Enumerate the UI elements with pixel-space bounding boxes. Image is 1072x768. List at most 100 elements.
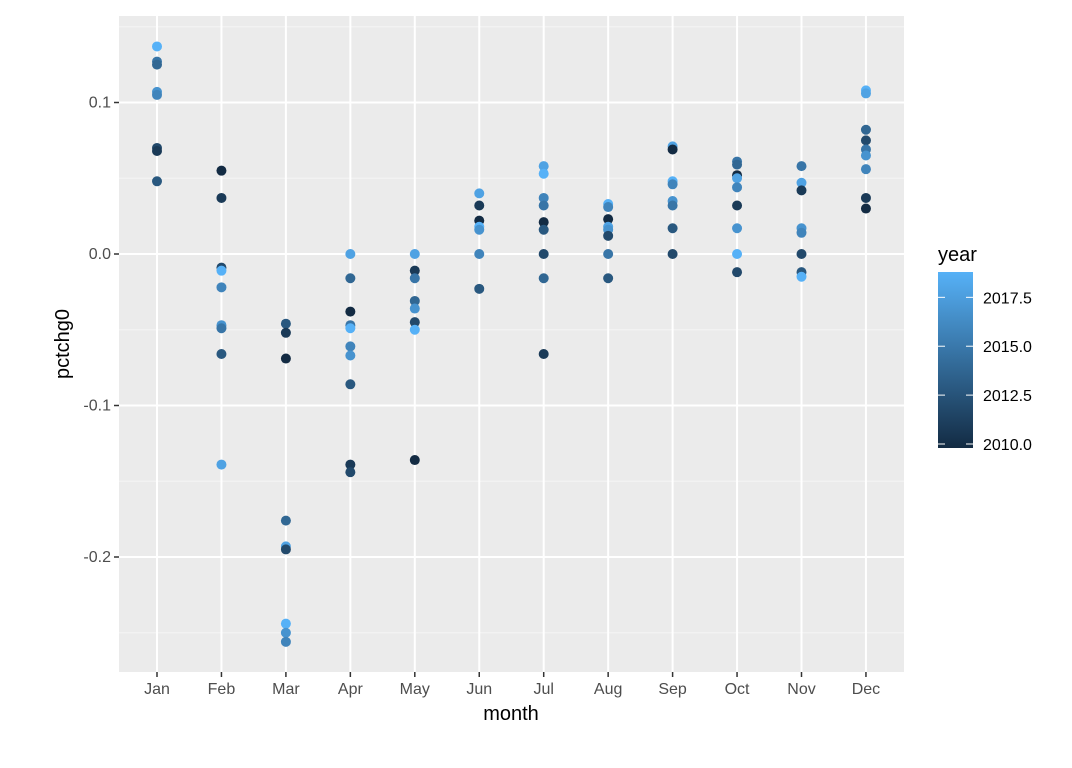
- data-point: [538, 217, 549, 228]
- data-point: [345, 273, 356, 284]
- data-point: [345, 467, 356, 478]
- data-point: [345, 341, 356, 352]
- data-point: [474, 224, 485, 235]
- data-point: [860, 164, 871, 175]
- legend-label: 2012.5: [983, 388, 1032, 405]
- data-point: [538, 161, 549, 172]
- data-point: [732, 200, 743, 211]
- data-point: [152, 41, 162, 52]
- legend-ticks: 2010.0 2012.5 2015.0 2017.5: [938, 290, 1032, 454]
- legend-title: year: [938, 244, 977, 266]
- data-point: [796, 177, 807, 188]
- data-point: [345, 379, 356, 390]
- data-point: [409, 249, 420, 259]
- data-point: [280, 353, 291, 364]
- data-point: [216, 459, 227, 470]
- data-point: [538, 192, 549, 203]
- data-point: [538, 348, 549, 359]
- data-point: [796, 249, 807, 259]
- data-point: [280, 544, 291, 555]
- data-point: [732, 223, 743, 234]
- x-tick-label: Oct: [725, 681, 750, 698]
- data-point: [603, 214, 614, 225]
- y-axis-title: pctchg0: [52, 309, 74, 379]
- x-tick-label: Aug: [594, 681, 622, 698]
- data-point: [603, 202, 614, 213]
- data-point: [603, 249, 614, 259]
- data-point: [152, 145, 162, 156]
- x-axis: Jan Feb Mar Apr May Jun Jul Aug Sep Oct Nov Dec: [144, 672, 880, 698]
- data-point: [732, 249, 743, 259]
- data-point: [667, 223, 678, 234]
- data-point: [152, 176, 162, 187]
- data-point: [732, 267, 743, 278]
- data-point: [409, 265, 420, 276]
- data-point: [538, 249, 549, 259]
- data-point: [667, 144, 678, 155]
- data-point: [474, 283, 485, 294]
- data-point: [538, 168, 549, 179]
- data-point: [216, 282, 227, 293]
- data-point: [860, 124, 871, 135]
- data-point: [280, 318, 291, 329]
- data-point: [409, 317, 420, 328]
- legend-label: 2010.0: [983, 437, 1032, 454]
- y-tick-label: -0.2: [83, 549, 111, 566]
- legend-label: 2017.5: [983, 290, 1032, 307]
- data-point: [796, 161, 807, 172]
- data-point: [667, 200, 678, 211]
- data-point: [860, 135, 871, 146]
- data-point: [345, 323, 356, 334]
- data-point: [732, 159, 743, 170]
- data-point: [603, 273, 614, 284]
- data-point: [667, 179, 678, 190]
- data-point: [280, 327, 291, 338]
- data-point: [409, 303, 420, 314]
- data-point: [409, 295, 420, 306]
- x-tick-label: Mar: [272, 681, 300, 698]
- data-point: [216, 192, 227, 203]
- data-point: [474, 188, 485, 199]
- plot-panel: [119, 16, 904, 672]
- data-point: [152, 89, 162, 100]
- data-point: [603, 230, 614, 241]
- data-point: [345, 249, 356, 259]
- data-point: [860, 192, 871, 203]
- data-point: [216, 348, 227, 359]
- minor-gridlines: [119, 26, 904, 634]
- data-point: [345, 306, 356, 317]
- data-point: [280, 627, 291, 638]
- x-tick-label: Nov: [787, 681, 815, 698]
- data-point: [409, 455, 420, 466]
- data-point: [796, 185, 807, 196]
- data-point: [280, 636, 291, 647]
- y-tick-label: 0.1: [89, 95, 111, 112]
- data-point: [409, 273, 420, 284]
- x-tick-label: May: [400, 681, 430, 698]
- y-tick-label: 0.0: [89, 246, 111, 263]
- data-point: [732, 182, 743, 193]
- data-point: [280, 618, 291, 629]
- legend-colorbar: [938, 272, 973, 448]
- data-point: [345, 350, 356, 361]
- x-tick-label: Jan: [144, 681, 170, 698]
- data-point: [538, 200, 549, 211]
- legend-label: 2015.0: [983, 339, 1032, 356]
- data-point: [860, 150, 871, 161]
- data-point: [216, 265, 227, 276]
- data-point: [474, 200, 485, 211]
- data-point: [796, 271, 807, 282]
- data-point: [538, 273, 549, 284]
- data-point: [860, 88, 871, 99]
- x-tick-label: Sep: [658, 681, 687, 698]
- data-point: [732, 173, 743, 184]
- data-point: [152, 59, 162, 70]
- data-point: [860, 203, 871, 214]
- x-axis-title: month: [483, 703, 539, 725]
- x-tick-label: Feb: [208, 681, 236, 698]
- data-points: [152, 41, 871, 647]
- data-point: [409, 324, 420, 335]
- x-tick-label: Dec: [852, 681, 880, 698]
